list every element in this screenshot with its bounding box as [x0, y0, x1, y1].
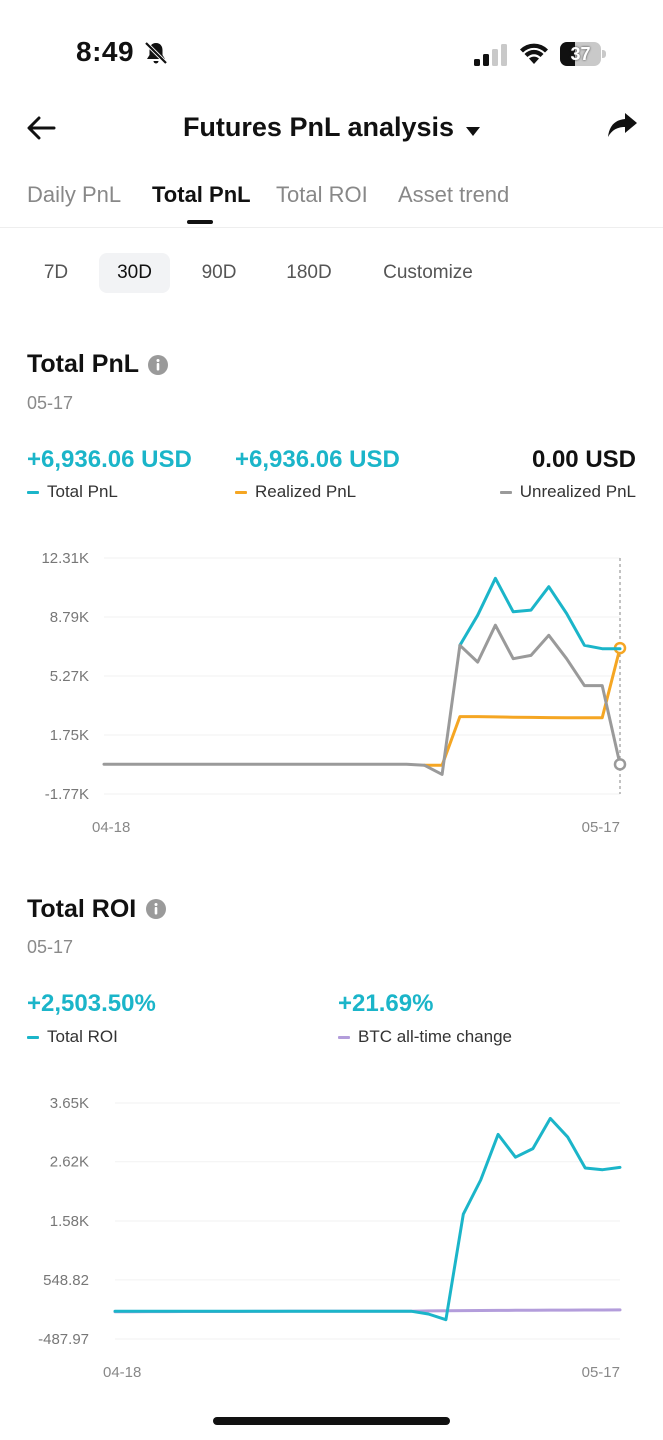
y-tick-label: 12.31K: [41, 550, 89, 567]
legend-swatch: [338, 1036, 350, 1040]
legend-realized-pnl: Realized PnL: [235, 482, 356, 502]
caret-down-icon: [466, 127, 481, 137]
x-tick-label: 04-18: [92, 819, 130, 836]
legend-swatch: [235, 491, 247, 495]
pnl-section-title: Total PnL: [27, 350, 140, 378]
legend-unrealized-pnl: Unrealized PnL: [499, 482, 636, 502]
range-30d[interactable]: 30D: [99, 253, 170, 293]
x-tick-label: 04-18: [103, 1364, 141, 1381]
y-tick-label: -1.77K: [45, 786, 89, 803]
legend-swatch: [27, 1036, 39, 1040]
legend-label: BTC all-time change: [358, 1027, 513, 1046]
y-tick-label: 548.82: [43, 1272, 89, 1289]
legend-label: Unrealized PnL: [519, 482, 636, 501]
series-end-marker: [613, 758, 627, 771]
y-tick-label: 8.79K: [50, 609, 89, 626]
y-tick-label: 2.62K: [50, 1154, 89, 1171]
tab-total-roi[interactable]: Total ROI: [276, 182, 368, 207]
title-dropdown[interactable]: Futures PnL analysis: [0, 112, 663, 143]
y-tick-label: 5.27K: [50, 668, 89, 685]
wifi-icon: [520, 43, 548, 64]
y-tick-label: 1.75K: [50, 727, 89, 744]
roi-section-title: Total ROI: [27, 895, 137, 923]
legend-swatch: [499, 491, 512, 495]
status-bar: 8:49 37: [0, 0, 663, 100]
bell-muted-icon: [144, 41, 168, 65]
series-line-realized-pnl: [422, 646, 622, 767]
range-180d[interactable]: 180D: [286, 262, 332, 283]
legend-btc-change: BTC all-time change: [338, 1027, 512, 1047]
x-tick-label: 05-17: [582, 819, 620, 836]
series-line-total-pnl: [458, 576, 622, 651]
series-line-unrealized-pnl: [102, 623, 622, 776]
legend-label: Total ROI: [47, 1027, 118, 1046]
info-icon[interactable]: [146, 899, 166, 919]
total-roi-value: +2,503.50%: [27, 990, 156, 1017]
page-title: Futures PnL analysis: [182, 112, 455, 142]
info-icon[interactable]: [148, 355, 168, 375]
back-arrow-icon[interactable]: [24, 110, 60, 146]
range-90d[interactable]: 90D: [201, 262, 237, 283]
share-icon[interactable]: [605, 108, 639, 142]
legend-label: Realized PnL: [255, 482, 357, 501]
range-customize[interactable]: Customize: [383, 262, 473, 283]
legend-label: Total PnL: [47, 482, 118, 501]
y-tick-label: -487.97: [38, 1331, 89, 1348]
tab-daily-pnl[interactable]: Daily PnL: [27, 182, 122, 207]
btc-change-value: +21.69%: [338, 990, 434, 1017]
active-tab-indicator: [187, 220, 213, 224]
roi-date: 05-17: [27, 937, 74, 957]
home-indicator: [213, 1417, 450, 1425]
unrealized-pnl-value: 0.00 USD: [531, 446, 636, 473]
legend-swatch: [27, 491, 39, 495]
roi-line-chart[interactable]: 3.65K 2.62K 1.58K 548.82 -487.97 04-18 05-17: [0, 1085, 663, 1395]
app-header: Futures PnL analysis: [0, 100, 663, 160]
y-tick-label: 3.65K: [50, 1095, 89, 1112]
tab-total-pnl[interactable]: Total PnL: [152, 182, 251, 207]
legend-total-pnl: Total PnL: [27, 482, 118, 502]
analysis-tabs: Daily PnL Total PnL Total ROI Asset tren…: [0, 176, 663, 228]
tab-asset-trend[interactable]: Asset trend: [398, 182, 510, 207]
realized-pnl-value: +6,936.06 USD: [235, 446, 400, 473]
range-7d[interactable]: 7D: [43, 262, 69, 283]
series-line-total-roi: [113, 1116, 622, 1322]
x-tick-label: 05-17: [582, 1364, 620, 1381]
cellular-signal-icon: [474, 44, 507, 66]
battery-level: 37: [570, 44, 591, 64]
total-pnl-value: +6,936.06 USD: [27, 446, 192, 473]
pnl-date: 05-17: [27, 393, 74, 413]
y-tick-label: 1.58K: [50, 1213, 89, 1230]
status-time: 8:49: [76, 36, 135, 67]
legend-total-roi: Total ROI: [27, 1027, 118, 1047]
battery-icon: 37: [560, 42, 606, 66]
